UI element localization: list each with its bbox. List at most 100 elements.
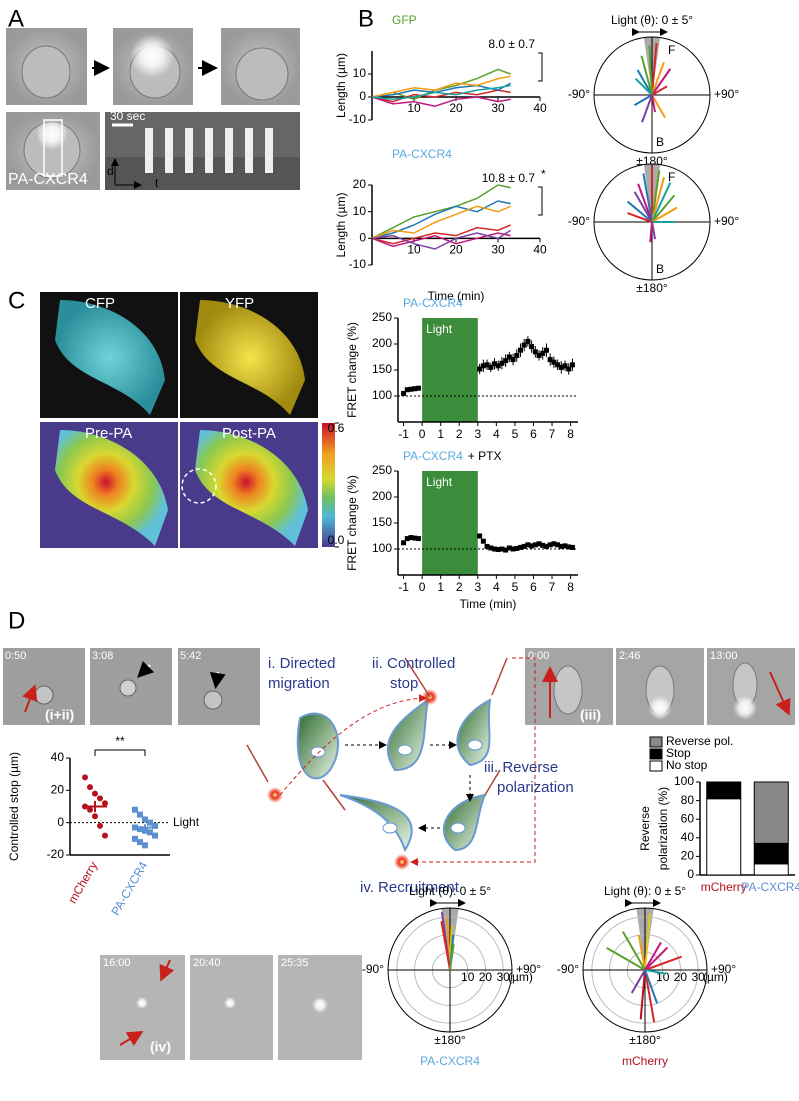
data-point [566,544,572,550]
cell [34,685,54,705]
significance: ** [115,734,125,748]
annotation: 8.0 ± 0.7 [488,37,535,51]
data-point [503,547,509,553]
direction-line [644,913,651,971]
series-line [371,75,511,98]
timestamp: 20:40 [193,957,221,969]
cell [195,430,308,546]
step-label: stop [390,675,418,692]
y-tick-label: -10 [349,112,367,126]
y-tick-label: 20 [51,783,65,797]
direction-line [642,173,653,223]
cell [339,794,413,853]
x-tick-label: 2 [456,427,463,441]
data-point [87,806,93,813]
direction-line [644,955,682,971]
direction-line [644,969,656,1023]
r-tick-label: 20 [674,970,688,984]
bar-segment [753,781,789,844]
dashed-arrow [410,657,536,866]
data-point [404,387,410,393]
data-point [97,822,103,829]
r-tick-label: 30 [496,970,510,984]
panel-letters: A B C D [8,5,374,634]
x-tick-label: 5 [512,427,519,441]
reference-label: Light [173,815,200,829]
chart-title: Light (θ): 0 ± 5° [611,13,693,27]
y-axis-label: Reverse [638,806,652,851]
direction-line [651,94,657,113]
step-label: ii. Controlled [372,655,455,672]
data-point [152,822,158,829]
cell [55,300,165,415]
data-point [480,538,486,544]
timestamp: 2:46 [619,650,640,662]
x-axis-label: Time (min) [460,597,517,611]
data-point [415,536,421,542]
panel-letter: A [8,5,24,32]
data-point [142,816,148,823]
chart-title: + PTX [468,449,502,463]
data-point [547,542,553,548]
light-spot [224,997,236,1009]
x-tick-label: 6 [530,427,537,441]
x-tick-label: 8 [567,580,574,594]
data-point [506,545,512,551]
data-point [92,790,98,797]
y-tick-label: 40 [51,750,65,764]
angle-label: -90° [568,87,590,101]
direction-line [649,221,653,243]
data-point [532,542,538,548]
data-point [408,535,414,541]
light-spot [733,696,757,720]
data-point [480,363,486,369]
y-tick-label: 0 [57,815,64,829]
y-axis-label: Length (µm) [334,53,348,118]
data-point [491,546,497,552]
data-point [477,366,483,372]
chart-subtitle: PA-CXCR4 [420,1054,480,1068]
x-tick-label: 10 [407,101,421,115]
data-point [510,357,516,363]
series-line [371,224,511,245]
x-tick-label: 5 [512,580,519,594]
series-line [371,205,511,240]
y-axis-label: FRET change (%) [345,322,359,418]
y-tick-label: 100 [372,541,392,555]
x-tick-label: PA-CXCR4 [108,859,150,918]
timestamp: 3:08 [92,650,113,662]
y-axis-label: polarization (%) [656,787,670,870]
data-point [82,774,88,781]
timestamp: 13:00 [710,650,738,662]
angle-label: +90° [714,214,739,228]
series-line [371,229,512,250]
series-line [371,82,511,98]
direction-line [640,55,653,96]
data-point [536,541,542,547]
y-axis-label: FRET change (%) [345,475,359,571]
data-point [543,543,549,549]
roi [43,119,63,177]
significance: * [541,167,546,181]
axis-label: t [155,176,159,190]
significance-bracket [94,749,146,756]
chart-title: Light (θ): 0 ± 5° [604,884,686,898]
panel-letter: B [358,5,374,32]
x-tick-label: 1 [437,580,444,594]
image-label: CFP [85,295,115,312]
timestamp: 5:42 [180,650,201,662]
data-point [484,362,490,368]
data-point [555,362,561,368]
timestamp: 0:00 [528,650,549,662]
shade-label: Light [426,322,453,336]
y-tick-label: 10 [353,66,367,80]
angle-label: ±180° [636,281,668,295]
y-tick-label: 40 [681,830,695,844]
direction-line [633,94,653,107]
data-point [558,543,564,549]
data-point [517,347,523,353]
data-point [491,361,497,367]
x-tick-label: 8 [567,427,574,441]
data-point [514,545,520,551]
